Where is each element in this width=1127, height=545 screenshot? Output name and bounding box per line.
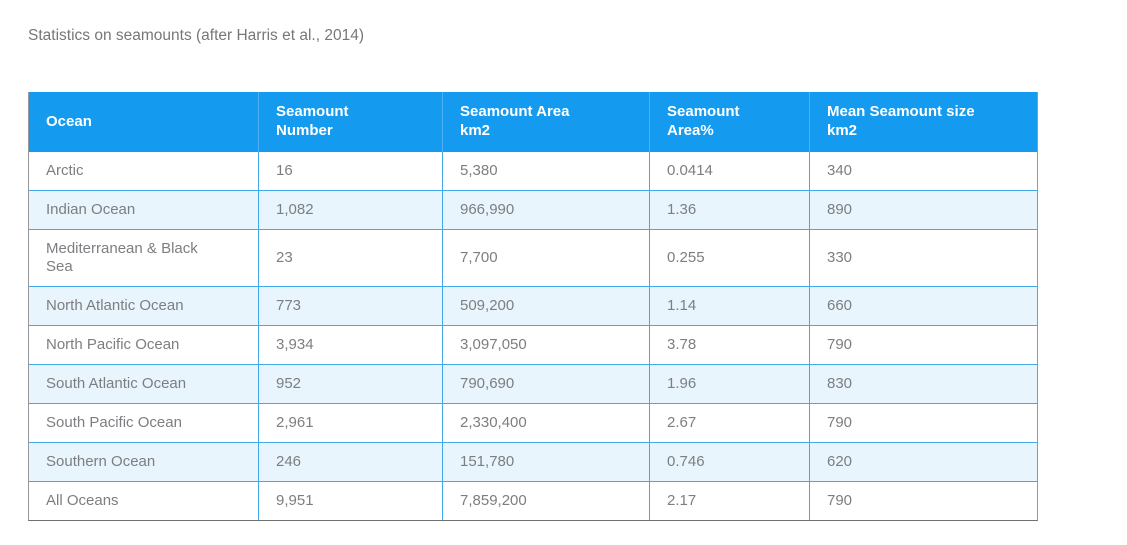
table-row: North Pacific Ocean 3,934 3,097,050 3.78 790 <box>29 325 1037 364</box>
row-label-cell: South Atlantic Ocean <box>29 364 258 403</box>
value-cell: 2.67 <box>649 403 809 442</box>
value-cell: 7,700 <box>442 229 649 286</box>
value-cell: 1,082 <box>258 190 442 229</box>
value-cell: 790 <box>809 325 1037 364</box>
table-caption: Statistics on seamounts (after Harris et… <box>28 27 364 44</box>
value-cell: 830 <box>809 364 1037 403</box>
value-cell: 0.746 <box>649 442 809 481</box>
value-cell: 2.17 <box>649 481 809 520</box>
value-cell: 2,961 <box>258 403 442 442</box>
column-header-mean-seamount-size-km2: Mean Seamount size km2 <box>809 92 1037 152</box>
row-label-cell: Mediterranean & Black Sea <box>29 229 258 286</box>
table-row: Southern Ocean 246 151,780 0.746 620 <box>29 442 1037 481</box>
value-cell: 246 <box>258 442 442 481</box>
row-label-cell: Indian Ocean <box>29 190 258 229</box>
value-cell: 151,780 <box>442 442 649 481</box>
table-row: Arctic 16 5,380 0.0414 340 <box>29 152 1037 190</box>
value-cell: 5,380 <box>442 152 649 190</box>
row-label-cell: North Atlantic Ocean <box>29 286 258 325</box>
row-label-cell: South Pacific Ocean <box>29 403 258 442</box>
value-cell: 966,990 <box>442 190 649 229</box>
value-cell: 3,934 <box>258 325 442 364</box>
value-cell: 1.96 <box>649 364 809 403</box>
row-label-cell: All Oceans <box>29 481 258 520</box>
value-cell: 0.0414 <box>649 152 809 190</box>
column-header-seamount-area-pct: Seamount Area% <box>649 92 809 152</box>
seamounts-table: Ocean Seamount Number Seamount Area km2 Sea… <box>28 92 1038 521</box>
value-cell: 773 <box>258 286 442 325</box>
table-row: North Atlantic Ocean 773 509,200 1.14 660 <box>29 286 1037 325</box>
column-header-seamount-number: Seamount Number <box>258 92 442 152</box>
table-head: Ocean Seamount Number Seamount Area km2 Sea… <box>29 92 1037 152</box>
table-row: South Atlantic Ocean 952 790,690 1.96 830 <box>29 364 1037 403</box>
row-label-cell: Southern Ocean <box>29 442 258 481</box>
row-label-cell: Arctic <box>29 152 258 190</box>
table-row: South Pacific Ocean 2,961 2,330,400 2.67 790 <box>29 403 1037 442</box>
value-cell: 330 <box>809 229 1037 286</box>
value-cell: 790,690 <box>442 364 649 403</box>
value-cell: 1.14 <box>649 286 809 325</box>
value-cell: 790 <box>809 481 1037 520</box>
table-body: Arctic 16 5,380 0.0414 340 Indian Ocean 1,082 9… <box>29 152 1037 520</box>
value-cell: 620 <box>809 442 1037 481</box>
value-cell: 509,200 <box>442 286 649 325</box>
value-cell: 952 <box>258 364 442 403</box>
value-cell: 660 <box>809 286 1037 325</box>
value-cell: 890 <box>809 190 1037 229</box>
value-cell: 7,859,200 <box>442 481 649 520</box>
value-cell: 9,951 <box>258 481 442 520</box>
column-header-ocean: Ocean <box>29 92 258 152</box>
value-cell: 1.36 <box>649 190 809 229</box>
value-cell: 23 <box>258 229 442 286</box>
value-cell: 3.78 <box>649 325 809 364</box>
column-header-seamount-area-km2: Seamount Area km2 <box>442 92 649 152</box>
value-cell: 790 <box>809 403 1037 442</box>
table-header-row: Ocean Seamount Number Seamount Area km2 Sea… <box>29 92 1037 152</box>
value-cell: 2,330,400 <box>442 403 649 442</box>
value-cell: 340 <box>809 152 1037 190</box>
value-cell: 0.255 <box>649 229 809 286</box>
value-cell: 16 <box>258 152 442 190</box>
table-row: Indian Ocean 1,082 966,990 1.36 890 <box>29 190 1037 229</box>
table-row: All Oceans 9,951 7,859,200 2.17 790 <box>29 481 1037 520</box>
value-cell: 3,097,050 <box>442 325 649 364</box>
table-row: Mediterranean & Black Sea 23 7,700 0.255 330 <box>29 229 1037 286</box>
row-label-cell: North Pacific Ocean <box>29 325 258 364</box>
